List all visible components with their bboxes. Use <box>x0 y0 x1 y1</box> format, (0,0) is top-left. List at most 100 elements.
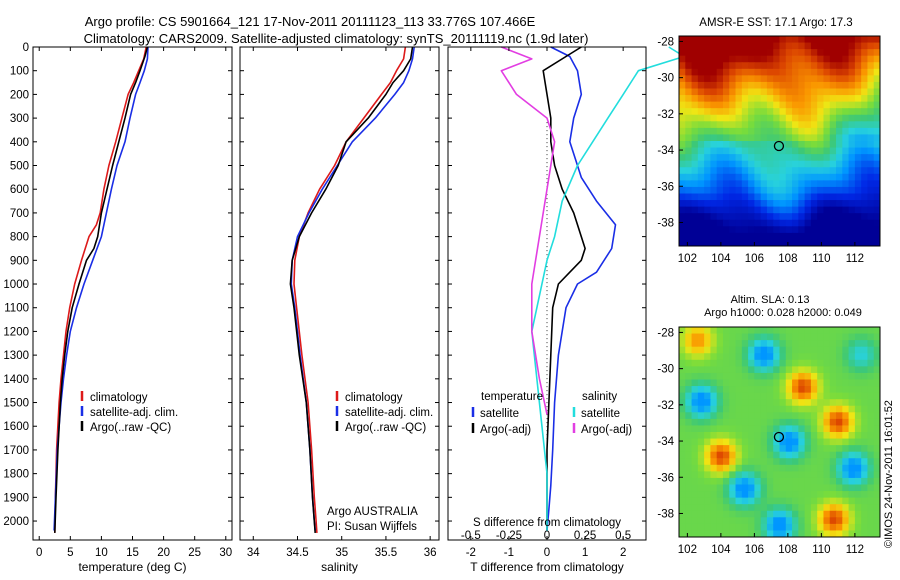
map-cell <box>716 451 724 459</box>
map-cell <box>798 458 806 466</box>
map-cell <box>817 232 825 241</box>
map-cell <box>697 232 705 241</box>
map-cell <box>754 392 762 400</box>
map-cell <box>735 42 743 50</box>
map-cell <box>722 523 730 532</box>
map-cell <box>729 464 737 472</box>
map-cell <box>773 432 781 440</box>
map-cell <box>679 386 686 394</box>
map-cell <box>760 530 768 537</box>
map-cell <box>792 108 799 116</box>
map-cell <box>792 386 799 394</box>
map-cell <box>785 81 793 90</box>
map-cell <box>798 340 806 348</box>
map-cell <box>754 379 762 387</box>
map-cell <box>766 88 774 96</box>
map-cell <box>792 530 799 537</box>
x2-tick-label: 0.25 <box>574 530 596 542</box>
map-cell <box>823 101 831 109</box>
map-cell <box>697 147 705 155</box>
map-cell <box>754 36 762 44</box>
map-cell <box>792 333 799 341</box>
map-cell <box>710 88 718 96</box>
legend-label-climatology: climatology <box>90 392 148 404</box>
map-cell <box>823 418 831 427</box>
map-cell <box>697 333 705 341</box>
map-cell <box>785 438 793 446</box>
map-cell <box>804 193 812 201</box>
map-cell <box>848 471 856 479</box>
series-line-argo <box>542 46 586 531</box>
map-cell <box>861 484 869 492</box>
map-cell <box>817 445 825 453</box>
map-cell <box>722 226 730 234</box>
map-cell <box>679 517 686 525</box>
map-cell <box>836 154 843 162</box>
y-tick-label: 1000 <box>3 279 29 291</box>
map-cell <box>760 75 768 83</box>
map-cell <box>854 333 862 341</box>
map-cell <box>754 88 762 96</box>
map-cell <box>760 471 768 479</box>
map-cell <box>829 239 837 246</box>
map-cell <box>861 114 869 122</box>
map-cell <box>861 386 869 394</box>
map-cell <box>754 239 762 246</box>
map-cell <box>691 517 699 525</box>
map-cell <box>804 206 812 214</box>
map-cell <box>741 226 749 234</box>
map-cell <box>735 68 743 76</box>
map-cell <box>722 327 730 335</box>
map-cell <box>722 121 730 129</box>
map-cell <box>848 213 856 221</box>
map-cell <box>679 200 686 208</box>
map-cell <box>716 340 724 348</box>
legend-label-argo: Argo(..raw -QC) <box>90 422 171 434</box>
map-cell <box>848 366 856 374</box>
map-cell <box>748 55 755 63</box>
map-cell <box>810 186 818 195</box>
map-cell <box>779 180 787 188</box>
map-cell <box>785 160 793 168</box>
map-cell <box>861 504 869 512</box>
map-cell <box>691 333 699 341</box>
map-cell <box>798 327 806 335</box>
map-cell <box>873 173 880 181</box>
map-cell <box>867 412 875 420</box>
map-cell <box>854 353 862 361</box>
map-cell <box>773 386 781 394</box>
x-tick-label: 20 <box>157 547 170 559</box>
map-cell <box>748 372 755 381</box>
map-cell <box>735 333 743 341</box>
map-cell <box>854 147 862 155</box>
map-cell <box>773 517 781 525</box>
map-cell <box>817 127 825 136</box>
map-cell <box>766 517 774 525</box>
map-cell <box>848 445 856 453</box>
map-cell <box>710 114 718 122</box>
map-cell <box>823 497 831 505</box>
map-cell <box>823 412 831 420</box>
map-cell <box>842 379 850 387</box>
map-cell <box>779 186 787 195</box>
map-cell <box>729 55 737 63</box>
map-cell <box>854 458 862 466</box>
map-cell <box>817 49 825 57</box>
map-cell <box>817 213 825 221</box>
map-cell <box>710 372 718 381</box>
map-y-tick-label: -32 <box>657 109 674 121</box>
map-cell <box>748 491 755 499</box>
map-cell <box>754 219 762 227</box>
map-cell <box>685 167 693 175</box>
map-cell <box>685 372 693 381</box>
map-cell <box>804 484 812 492</box>
map-cell <box>716 49 724 57</box>
map-cell <box>697 154 705 162</box>
map-cell <box>722 55 730 63</box>
map-cell <box>804 477 812 486</box>
map-cell <box>760 213 768 221</box>
map-cell <box>697 517 705 525</box>
map-cell <box>779 477 787 486</box>
map-cell <box>710 108 718 116</box>
map-cell <box>810 147 818 155</box>
